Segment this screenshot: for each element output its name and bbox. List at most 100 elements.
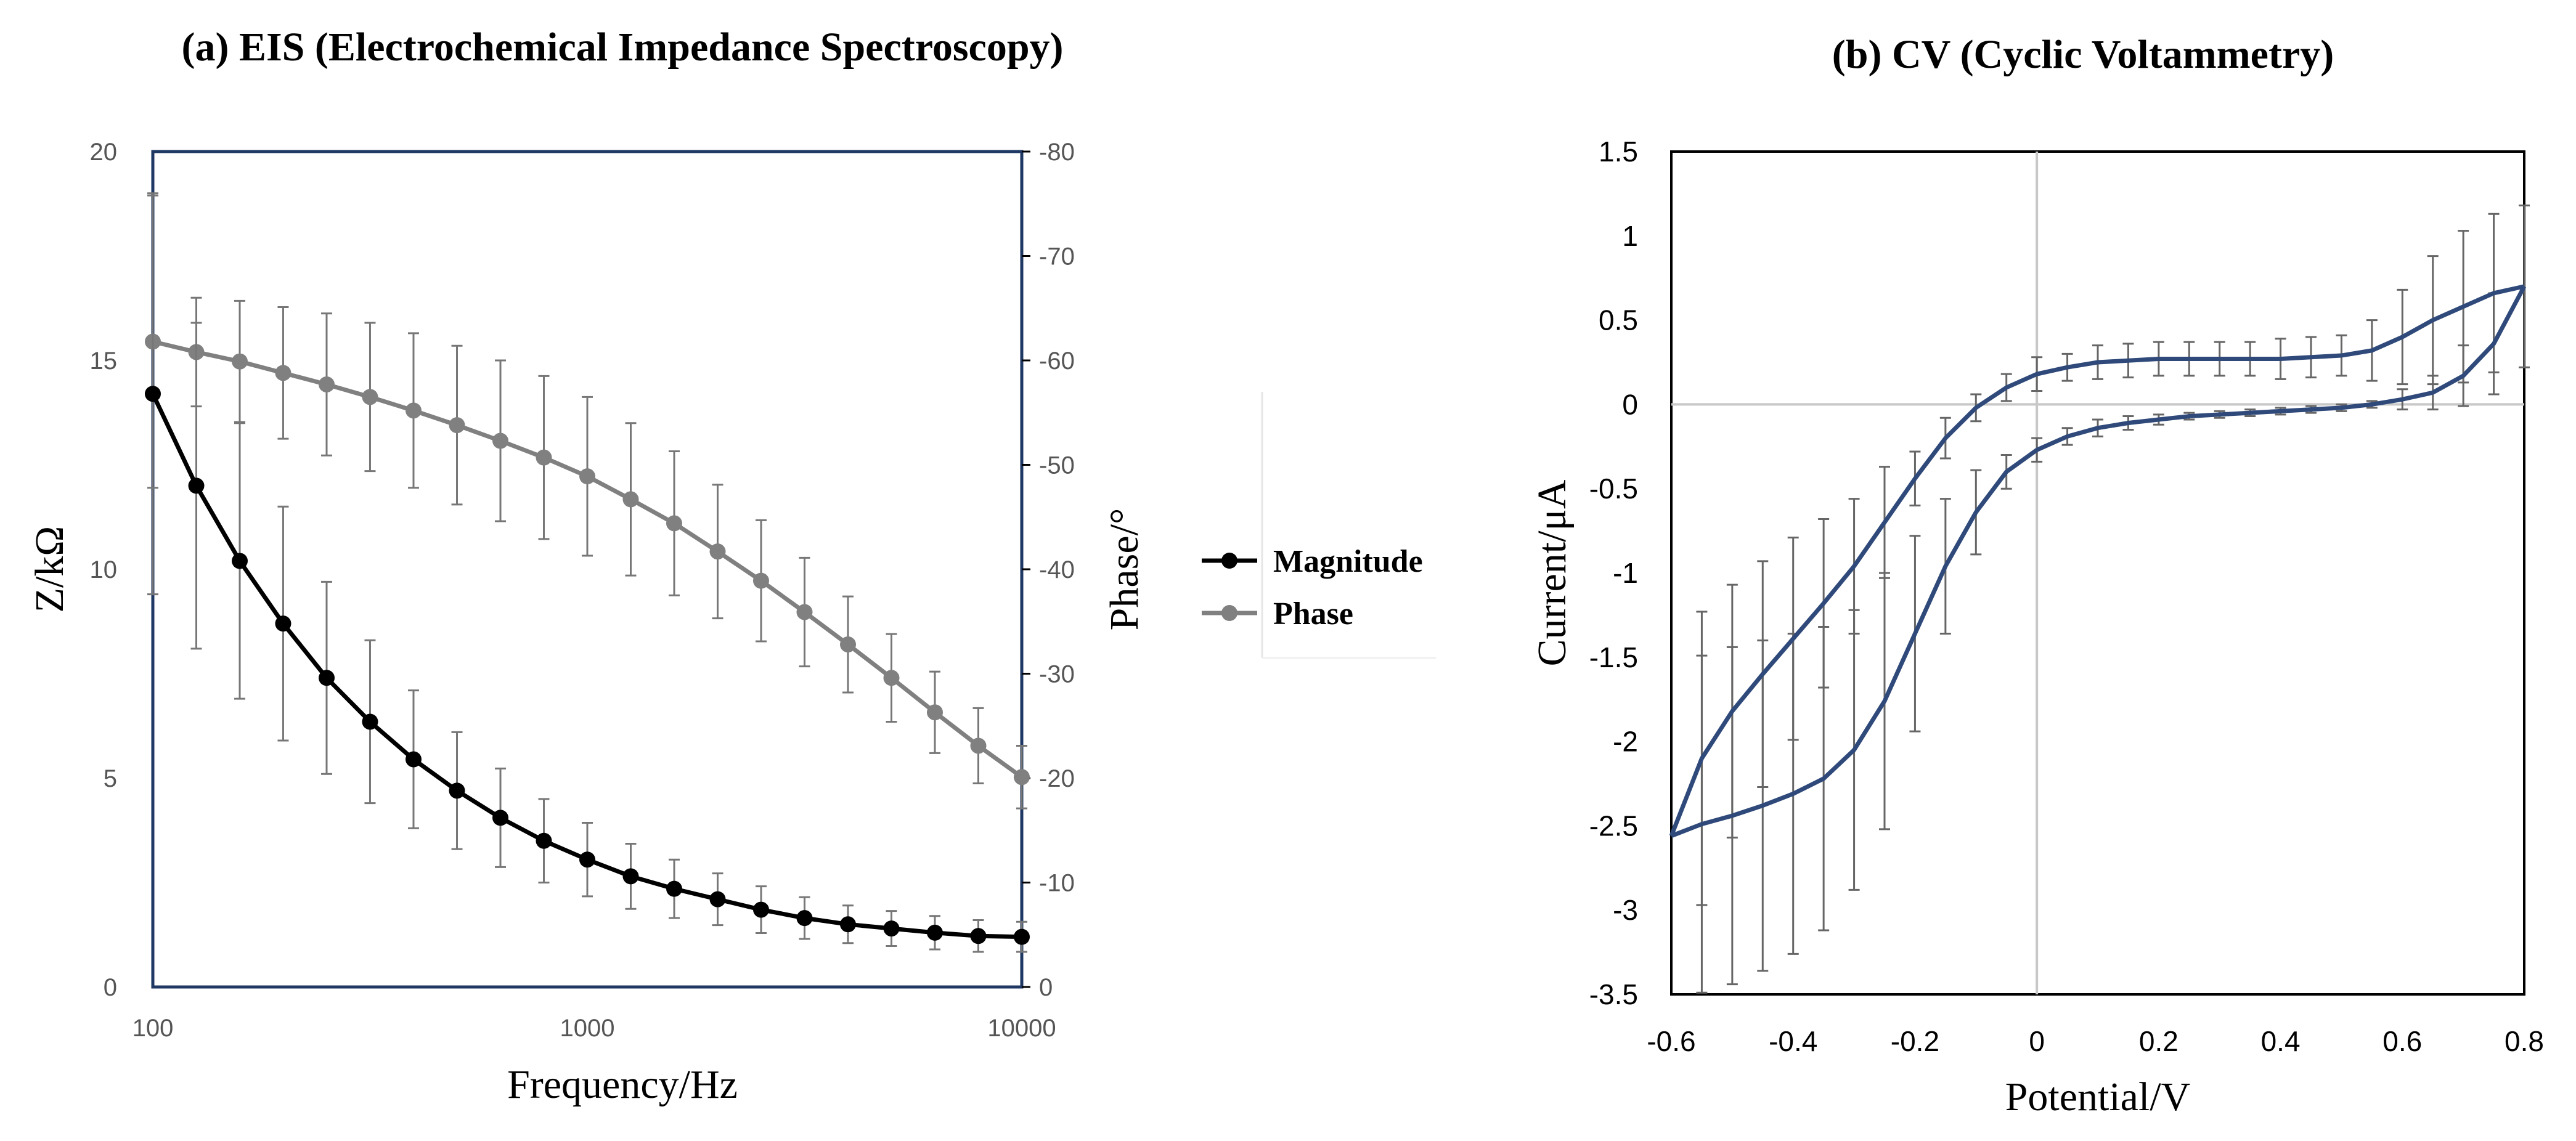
eis-title: (a) EIS (Electrochemical Impedance Spect… [181, 25, 1063, 70]
cv-y-tick-label: -0.5 [1589, 473, 1638, 505]
eis-magnitude-point [232, 553, 248, 569]
eis-phase-point [840, 636, 857, 653]
legend-item-magnitude: Magnitude [1202, 544, 1423, 579]
cv-y-tick-label: 0.5 [1599, 304, 1638, 336]
eis-phase-point [319, 376, 335, 392]
eis-magnitude-point [622, 868, 639, 885]
cv-x-tick-label: 0.6 [2382, 1025, 2422, 1057]
eis-x-tick-label: 10000 [987, 1015, 1056, 1042]
cv-y-tick-label: -2.5 [1589, 810, 1638, 842]
eis-phase-point [536, 449, 552, 466]
eis-magnitude-point [970, 928, 987, 944]
eis-right-tick-label: -60 [1039, 347, 1075, 375]
cv-title: (b) CV (Cyclic Voltammetry) [1832, 32, 2334, 77]
cv-x-tick-label: -0.2 [1891, 1025, 1939, 1057]
cv-zero-lines [1671, 152, 2524, 994]
legend-phase-marker [1221, 605, 1237, 621]
eis-right-tick-label: 0 [1039, 974, 1053, 1001]
eis-magnitude-point [840, 916, 857, 933]
cv-y-tick-label: 0 [1622, 388, 1638, 420]
eis-phase-point [709, 543, 726, 560]
cv-x-axis-ticks: -0.6 -0.4 -0.2 0 0.2 0.4 0.6 0.8 [1647, 1025, 2544, 1057]
cv-x-tick-label: 0 [2029, 1025, 2045, 1057]
eis-magnitude-point [709, 891, 726, 908]
eis-left-tick-label: 20 [90, 139, 118, 166]
eis-magnitude-point [449, 782, 465, 799]
eis-right-tick-label: -20 [1039, 765, 1075, 792]
eis-right-tick-label: -10 [1039, 870, 1075, 897]
eis-magnitude-point [275, 615, 291, 632]
cv-x-tick-label: -0.6 [1647, 1025, 1695, 1057]
cv-y-tick-label: -3 [1613, 894, 1638, 926]
eis-magnitude-point [666, 880, 683, 897]
eis-phase-point [232, 353, 248, 370]
eis-legend: Magnitude Phase [1202, 392, 1436, 659]
legend-magnitude-marker [1221, 553, 1237, 569]
eis-phase-point [405, 402, 422, 419]
eis-magnitude-point [536, 832, 552, 849]
eis-right-y-axis-label: Phase/° [1102, 508, 1147, 631]
eis-right-tick-label: -40 [1039, 556, 1075, 583]
eis-phase-point [449, 417, 465, 434]
eis-right-axis-ticks: 0 -10 -20 -30 -40 -50 -60 -70 -80 [1022, 139, 1075, 1001]
eis-phase-series [145, 194, 1030, 810]
eis-magnitude-point [579, 851, 595, 868]
eis-magnitude-point [145, 386, 161, 402]
cv-y-axis-label: Current/μA [1530, 479, 1575, 666]
cv-y-tick-label: -3.5 [1589, 978, 1638, 1010]
eis-x-axis-ticks: 100 1000 10000 [132, 1015, 1056, 1042]
cv-x-tick-label: -0.4 [1769, 1025, 1817, 1057]
eis-left-tick-label: 10 [90, 556, 118, 583]
eis-magnitude-point [405, 751, 422, 768]
eis-phase-point [796, 604, 813, 620]
eis-magnitude-point [1014, 928, 1030, 945]
eis-left-tick-label: 5 [104, 765, 117, 792]
eis-left-axis-ticks: 0 5 10 15 20 [90, 139, 118, 1001]
cv-y-tick-label: -2 [1613, 726, 1638, 758]
cv-forward-scan-line [1669, 284, 2525, 837]
eis-phase-point [927, 704, 944, 721]
eis-magnitude-point [883, 920, 900, 937]
legend-item-phase: Phase [1202, 596, 1353, 631]
cv-x-axis-label: Potential/V [2005, 1074, 2191, 1119]
cv-y-tick-label: 1.5 [1599, 136, 1638, 168]
eis-magnitude-series [145, 192, 1030, 953]
eis-phase-point [579, 468, 595, 485]
eis-left-y-axis-label: Z/kΩ [27, 526, 72, 613]
eis-magnitude-point [362, 713, 378, 730]
cv-x-tick-label: 0.2 [2139, 1025, 2179, 1057]
eis-phase-point [753, 572, 770, 589]
eis-phase-point [666, 515, 683, 532]
legend-phase-label: Phase [1273, 596, 1353, 631]
eis-phase-point [970, 737, 987, 754]
cv-x-tick-label: 0.4 [2261, 1025, 2301, 1057]
cv-x-tick-label: 0.8 [2505, 1025, 2544, 1057]
eis-right-tick-label: -80 [1039, 139, 1075, 166]
eis-phase-point [883, 670, 900, 686]
eis-left-tick-label: 15 [90, 347, 118, 375]
eis-x-tick-label: 1000 [560, 1015, 615, 1042]
cv-y-tick-label: -1.5 [1589, 641, 1638, 673]
cv-y-axis-ticks: -3.5 -3 -2.5 -2 -1.5 -1 -0.5 0 0.5 1 1.5 [1589, 136, 1638, 1010]
eis-phase-point [1014, 769, 1030, 786]
eis-magnitude-point [188, 477, 205, 494]
eis-x-axis-label: Frequency/Hz [507, 1062, 738, 1107]
eis-phase-point [362, 389, 378, 405]
eis-magnitude-point [319, 670, 335, 686]
legend-magnitude-label: Magnitude [1273, 544, 1423, 579]
eis-magnitude-point [927, 924, 944, 941]
cv-plot-frame [1670, 150, 2525, 996]
eis-magnitude-point [753, 901, 770, 918]
cv-y-tick-label: -1 [1613, 557, 1638, 589]
eis-phase-point [622, 491, 639, 508]
eis-right-tick-label: -50 [1039, 452, 1075, 479]
eis-magnitude-point [796, 910, 813, 927]
eis-x-tick-label: 100 [132, 1015, 174, 1042]
eis-phase-point [275, 365, 291, 381]
cv-y-tick-label: 1 [1622, 220, 1638, 252]
eis-magnitude-point [492, 810, 509, 826]
cv-reverse-scan-line [1670, 285, 2527, 838]
eis-panel: (a) EIS (Electrochemical Impedance Spect… [27, 25, 1436, 1107]
